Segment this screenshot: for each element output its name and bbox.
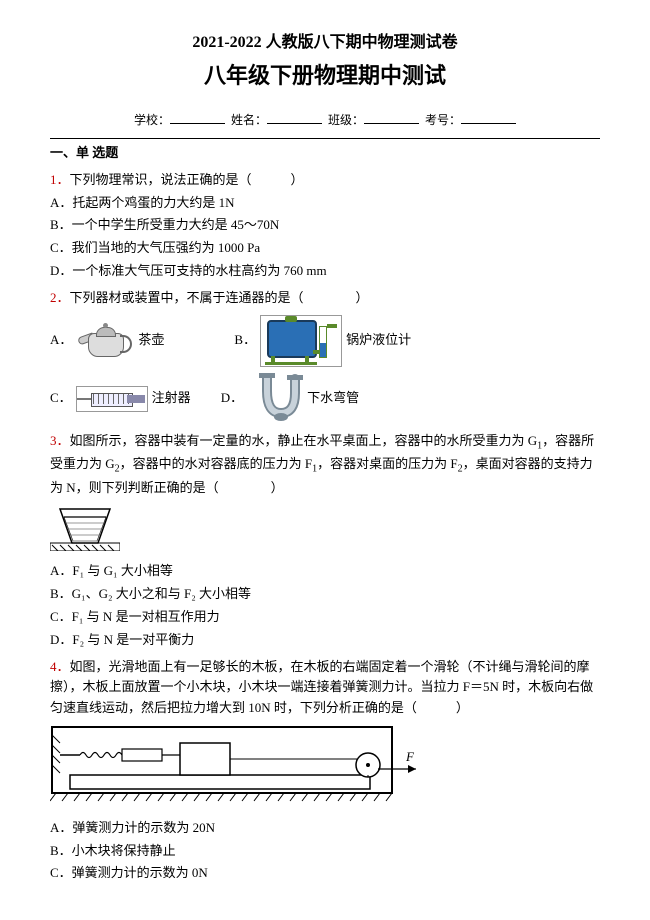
q2-C-label: C． bbox=[50, 388, 72, 409]
q3-optA: A．F₁ 与 G₁ 大小相等 bbox=[50, 561, 600, 582]
school-label: 学校： bbox=[134, 113, 170, 127]
q4-num: 4． bbox=[50, 659, 70, 674]
q2-row2: C． 注射器 D． 下水弯管 bbox=[50, 373, 600, 425]
section-head: 一、单 选题 bbox=[50, 143, 600, 164]
q1-optA: A．托起两个鸡蛋的力大约是 1N bbox=[50, 193, 600, 214]
q2-optC: C． 注射器 bbox=[50, 386, 191, 412]
class-blank bbox=[364, 111, 419, 124]
q1-stem: 1．下列物理常识，说法正确的是（ ） bbox=[50, 170, 600, 191]
q3-stem: 3．如图所示，容器中装有一定量的水，静止在水平桌面上，容器中的水所受重力为 G1… bbox=[50, 431, 600, 499]
q4-figure: F bbox=[50, 725, 600, 812]
q3-stem-d: ，容器对桌面的压力为 F bbox=[317, 456, 457, 471]
q1-optC: C．我们当地的大气压强约为 1000 Pa bbox=[50, 238, 600, 259]
school-blank bbox=[170, 111, 225, 124]
q4-optC: C．弹簧测力计的示数为 0N bbox=[50, 863, 600, 884]
q2-stem: 2．下列器材或装置中，不属于连通器的是（ ） bbox=[50, 288, 600, 309]
examno-blank bbox=[461, 111, 516, 124]
q3-stem-c: ，容器中的水对容器底的压力为 F bbox=[120, 456, 312, 471]
name-blank bbox=[267, 111, 322, 124]
q2-B-after: 锅炉液位计 bbox=[346, 330, 411, 351]
examno-label: 考号： bbox=[425, 113, 461, 127]
pipe-trap-icon bbox=[247, 373, 303, 425]
q4-optA: A．弹簧测力计的示数为 20N bbox=[50, 818, 600, 839]
name-label: 姓名： bbox=[231, 113, 267, 127]
q4-stem: 4．如图，光滑地面上有一足够长的木板，在木板的右端固定着一个滑轮（不计绳与滑轮间… bbox=[50, 657, 600, 719]
q3-optC: C．F₁ 与 N 是一对相互作用力 bbox=[50, 607, 600, 628]
svg-text:F: F bbox=[405, 749, 415, 764]
q2-A-label: A． bbox=[50, 330, 72, 351]
q4-stem-text: 如图，光滑地面上有一足够长的木板，在木板的右端固定着一个滑轮（不计绳与滑轮间的摩… bbox=[50, 659, 593, 716]
q2-stem-text: 下列器材或装置中，不属于连通器的是（ ） bbox=[70, 290, 369, 305]
divider bbox=[50, 138, 600, 139]
q2-optA: A． 茶壶 bbox=[50, 321, 164, 361]
q2-num: 2． bbox=[50, 290, 70, 305]
q2-row1: A． 茶壶 B． 锅炉液位计 bbox=[50, 315, 600, 367]
teapot-icon bbox=[76, 321, 134, 361]
q3-optD: D．F₂ 与 N 是一对平衡力 bbox=[50, 630, 600, 651]
q2-D-after: 下水弯管 bbox=[307, 388, 359, 409]
q3-optB: B．G₁、G₂ 大小之和与 F₂ 大小相等 bbox=[50, 584, 600, 605]
q2-optD: D． 下水弯管 bbox=[221, 373, 359, 425]
q1-optB: B．一个中学生所受重力大约是 45～70N bbox=[50, 215, 600, 236]
class-label: 班级： bbox=[328, 113, 364, 127]
q1-optD: D．一个标准大气压可支持的水柱高约为 760 mm bbox=[50, 261, 600, 282]
q1-num: 1． bbox=[50, 172, 70, 187]
q3-figure bbox=[50, 503, 600, 558]
q2-C-after: 注射器 bbox=[152, 388, 191, 409]
q2-B-label: B． bbox=[234, 330, 256, 351]
q2-A-after: 茶壶 bbox=[138, 330, 164, 351]
q2-D-label: D． bbox=[221, 388, 243, 409]
boiler-icon bbox=[260, 315, 342, 367]
title-large: 八年级下册物理期中测试 bbox=[50, 58, 600, 93]
q3-stem-a: 如图所示，容器中装有一定量的水，静止在水平桌面上，容器中的水所受重力为 G bbox=[70, 433, 538, 448]
q1-stem-text: 下列物理常识，说法正确的是（ ） bbox=[70, 172, 304, 187]
q4-optB: B．小木块将保持静止 bbox=[50, 841, 600, 862]
info-row: 学校： 姓名： 班级： 考号： bbox=[50, 111, 600, 130]
syringe-icon bbox=[76, 386, 148, 412]
title-small: 2021-2022 人教版八下期中物理测试卷 bbox=[50, 30, 600, 56]
q3-num: 3． bbox=[50, 433, 70, 448]
q2-optB: B． 锅炉液位计 bbox=[234, 315, 411, 367]
